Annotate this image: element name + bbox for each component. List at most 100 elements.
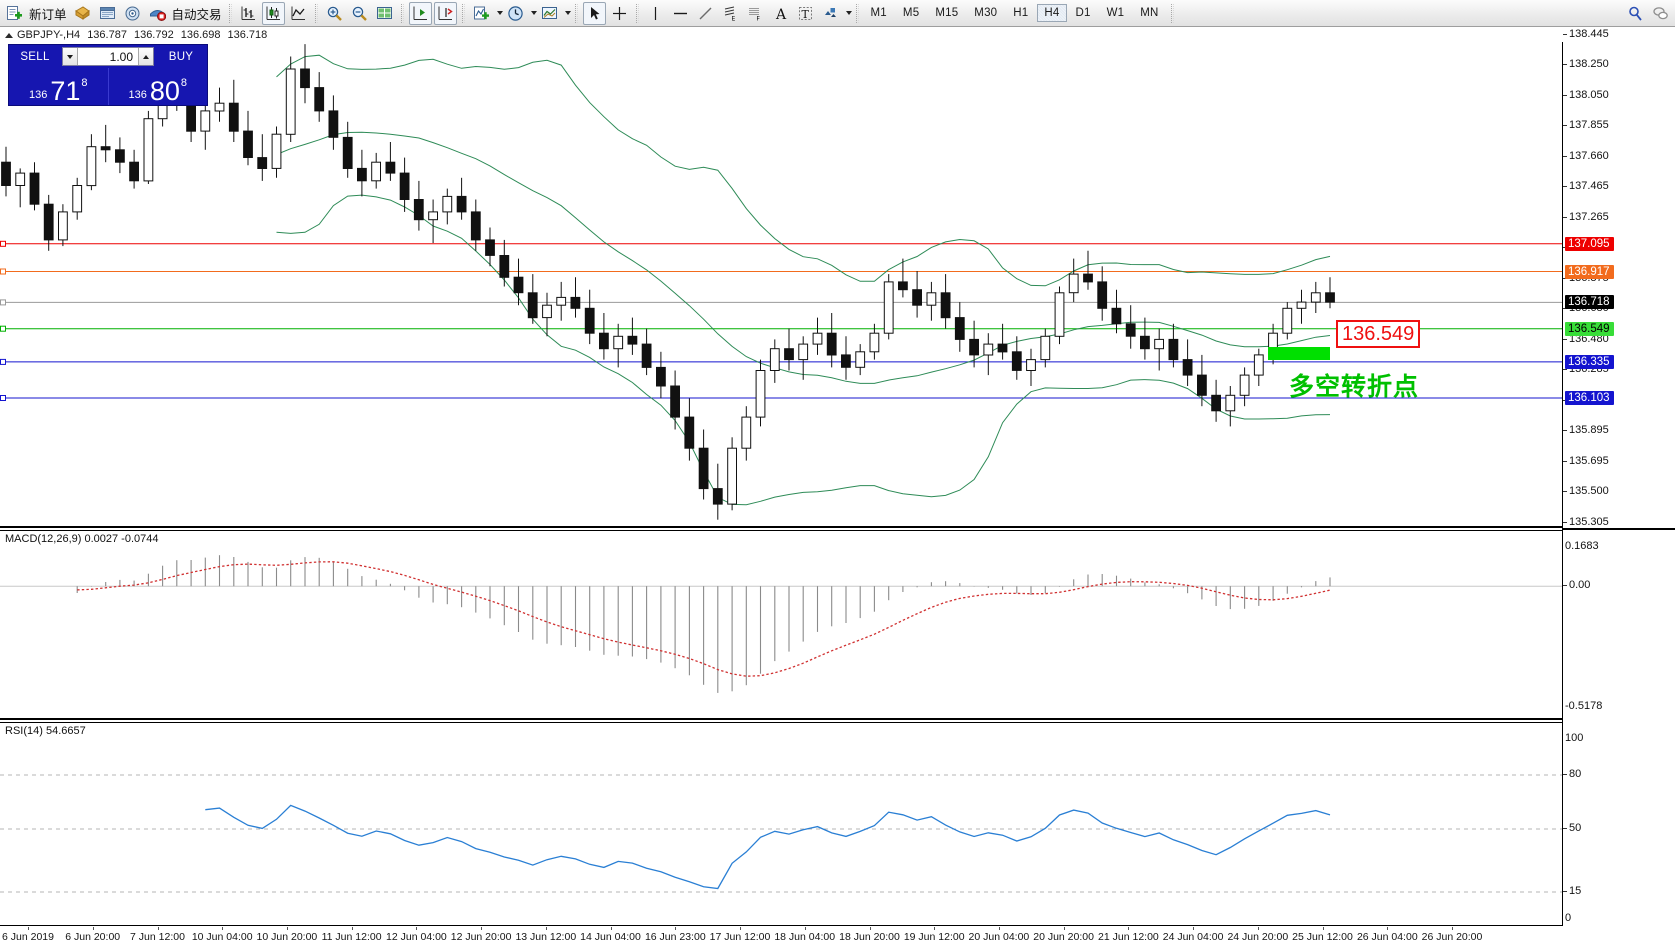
bid-big-figure: 136 xyxy=(28,89,48,101)
volume-input[interactable]: 1.00 xyxy=(109,49,133,64)
templates-icon[interactable] xyxy=(538,2,561,25)
text-icon[interactable]: A xyxy=(769,2,792,25)
timeframe-m1[interactable]: M1 xyxy=(870,7,887,19)
rsi-tick: 100 xyxy=(1565,731,1584,744)
new-order-label[interactable]: 新订单 xyxy=(29,7,67,22)
new-order-icon[interactable] xyxy=(3,2,26,25)
time-tick-mark xyxy=(740,927,741,930)
auto-trading-glyph xyxy=(149,5,166,22)
expert-advisor-icon[interactable] xyxy=(71,2,94,25)
price-level-label[interactable]: 136.103 xyxy=(1565,391,1614,405)
rsi-pane[interactable]: RSI(14) 54.6657 xyxy=(0,722,1562,926)
ask-fraction: 8 xyxy=(180,77,188,89)
time-axis-label: 12 Jun 20:00 xyxy=(450,931,512,943)
ask-quote[interactable]: 136 80 8 xyxy=(109,68,208,105)
timeframe-w1[interactable]: W1 xyxy=(1106,7,1125,19)
templates-dropdown-caret[interactable] xyxy=(564,11,571,15)
navigator-glyph xyxy=(124,5,141,22)
svg-text:E: E xyxy=(731,15,735,22)
auto-scroll-glyph xyxy=(412,5,429,22)
time-tick-mark xyxy=(481,927,483,930)
text-label-glyph: T xyxy=(797,5,814,22)
timeframe-m5[interactable]: M5 xyxy=(902,7,920,19)
timeframe-h4[interactable]: H4 xyxy=(1037,4,1067,22)
cursor-icon[interactable] xyxy=(582,1,606,25)
chart-shift-icon[interactable] xyxy=(433,1,457,25)
volume-increment-button[interactable] xyxy=(138,48,153,65)
chinese-annotation-text[interactable]: 多空转折点 xyxy=(1289,372,1420,401)
toolbar-separator xyxy=(461,3,465,23)
price-level-label[interactable]: 136.549 xyxy=(1565,321,1614,336)
price-scale[interactable]: 138.445 138.250 138.050 137.855 137.660 … xyxy=(1562,28,1675,926)
timeframe-d1[interactable]: D1 xyxy=(1075,7,1091,19)
equidistant-channel-icon[interactable]: F xyxy=(744,2,767,25)
chat-icon[interactable] xyxy=(1649,2,1672,25)
tile-windows-icon[interactable] xyxy=(373,2,396,25)
horizontal-line-icon[interactable] xyxy=(669,2,692,25)
time-tick-mark xyxy=(157,927,159,930)
vertical-line-icon[interactable] xyxy=(644,2,667,25)
toolbar-separator xyxy=(574,3,578,23)
chat-glyph xyxy=(1652,5,1669,22)
zoom-out-icon[interactable] xyxy=(348,2,371,25)
auto-trading-icon[interactable] xyxy=(146,2,169,25)
crosshair-icon[interactable] xyxy=(608,2,631,25)
zoom-in-icon[interactable] xyxy=(323,2,346,25)
bar-chart-icon[interactable] xyxy=(237,2,260,25)
periods-dropdown-caret[interactable] xyxy=(530,11,537,15)
price-chart-pane[interactable] xyxy=(0,42,1562,528)
trendline-icon[interactable] xyxy=(694,2,717,25)
indicators-dropdown-caret[interactable] xyxy=(496,11,503,15)
candlestick-chart-icon[interactable] xyxy=(261,1,285,25)
timeframe-m30[interactable]: M30 xyxy=(974,7,998,19)
svg-text:T: T xyxy=(801,8,809,21)
bid-quote[interactable]: 136 71 8 xyxy=(9,68,109,105)
price-callout-label[interactable]: 136.549 xyxy=(1336,320,1421,348)
price-level-label[interactable]: 136.335 xyxy=(1565,354,1614,369)
buy-button[interactable]: BUY xyxy=(168,50,194,63)
main-toolbar: 新订单 自动交易 xyxy=(0,0,1675,27)
expert-advisor-glyph xyxy=(74,5,91,22)
price-tick: 137.465 xyxy=(1563,180,1609,192)
macd-pane[interactable]: MACD(12,26,9) 0.0027 -0.0744 xyxy=(0,530,1562,720)
auto-scroll-icon[interactable] xyxy=(408,1,432,25)
shapes-icon[interactable] xyxy=(819,2,842,25)
collapse-triangle-icon[interactable] xyxy=(5,32,13,38)
clock-icon xyxy=(507,5,524,22)
time-axis-label: 19 Jun 12:00 xyxy=(903,931,965,943)
highlight-rectangle[interactable] xyxy=(1268,347,1330,360)
time-tick-mark xyxy=(1128,927,1130,930)
shapes-glyph xyxy=(822,5,839,22)
fibonacci-icon[interactable]: E xyxy=(719,2,742,25)
time-axis-label: 25 Jun 12:00 xyxy=(1292,931,1353,943)
auto-trading-label[interactable]: 自动交易 xyxy=(171,7,222,22)
volume-decrement-button[interactable] xyxy=(63,48,78,65)
indicators-icon[interactable] xyxy=(470,2,493,25)
time-tick-mark xyxy=(1193,927,1195,930)
text-label-icon[interactable]: T xyxy=(794,2,817,25)
periods-icon[interactable] xyxy=(504,2,527,25)
time-axis[interactable]: 6 Jun 2019 6 Jun 20:00 7 Jun 12:00 10 Jun 0… xyxy=(0,927,1562,948)
price-level-label[interactable]: 137.095 xyxy=(1565,236,1614,251)
sell-button[interactable]: SELL xyxy=(20,50,50,63)
one-click-trading-panel[interactable]: SELL 1.00 BUY 136 71 8 136 80 8 xyxy=(8,44,208,106)
price-level-label[interactable]: 136.718 xyxy=(1565,295,1614,310)
search-icon[interactable] xyxy=(1624,2,1647,25)
data-window-icon[interactable] xyxy=(96,2,119,25)
time-tick-mark xyxy=(92,927,94,930)
timeframe-m15[interactable]: M15 xyxy=(935,7,959,19)
timeframe-mn[interactable]: MN xyxy=(1140,7,1159,19)
volume-stepper[interactable]: 1.00 xyxy=(62,47,154,66)
price-level-label[interactable]: 136.917 xyxy=(1565,264,1614,279)
time-tick-mark xyxy=(1063,927,1065,930)
ohlc-close: 136.718 xyxy=(227,29,268,41)
price-tick: 137.660 xyxy=(1563,150,1609,162)
price-tick: 138.050 xyxy=(1563,89,1609,101)
shapes-dropdown-caret[interactable] xyxy=(845,11,852,15)
line-chart-icon[interactable] xyxy=(287,2,310,25)
rsi-tick: 80 xyxy=(1563,768,1581,780)
time-tick-mark xyxy=(998,927,1000,930)
navigator-icon[interactable] xyxy=(121,2,144,25)
timeframe-h1[interactable]: H1 xyxy=(1013,7,1029,19)
